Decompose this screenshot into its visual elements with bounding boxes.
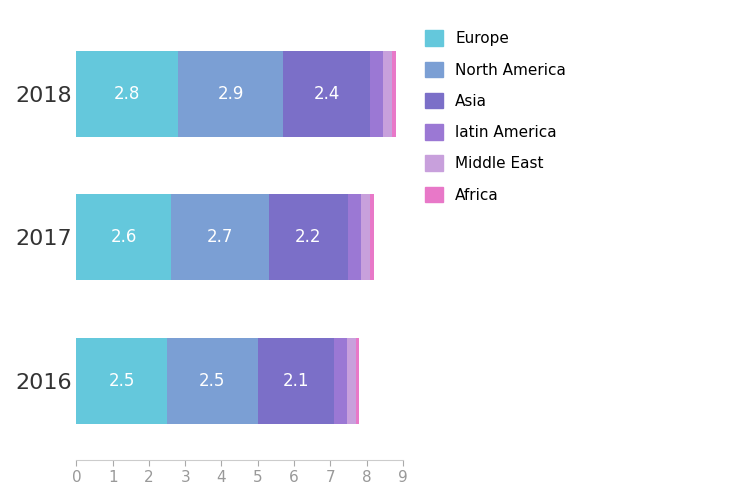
Bar: [355, 338, 359, 424]
Bar: [171, 194, 269, 280]
Bar: [283, 51, 370, 137]
Bar: [349, 194, 361, 280]
Bar: [167, 338, 257, 424]
Text: 2.5: 2.5: [108, 372, 135, 390]
Text: 2.1: 2.1: [283, 372, 309, 390]
Text: 2.2: 2.2: [295, 228, 322, 246]
Bar: [370, 194, 374, 280]
Bar: [257, 338, 334, 424]
Bar: [269, 194, 349, 280]
Bar: [334, 338, 347, 424]
Bar: [392, 51, 395, 137]
Text: 2.6: 2.6: [111, 228, 137, 246]
Bar: [76, 194, 171, 280]
Bar: [347, 338, 355, 424]
Legend: Europe, North America, Asia, latin America, Middle East, Africa: Europe, North America, Asia, latin Ameri…: [417, 22, 574, 210]
Bar: [370, 51, 383, 137]
Bar: [76, 51, 178, 137]
Text: 2.4: 2.4: [313, 85, 340, 103]
Text: 2.8: 2.8: [114, 85, 140, 103]
Bar: [361, 194, 370, 280]
Text: 2.5: 2.5: [200, 372, 226, 390]
Bar: [383, 51, 392, 137]
Text: 2.9: 2.9: [217, 85, 243, 103]
Text: 2.7: 2.7: [206, 228, 233, 246]
Bar: [76, 338, 167, 424]
Bar: [178, 51, 283, 137]
